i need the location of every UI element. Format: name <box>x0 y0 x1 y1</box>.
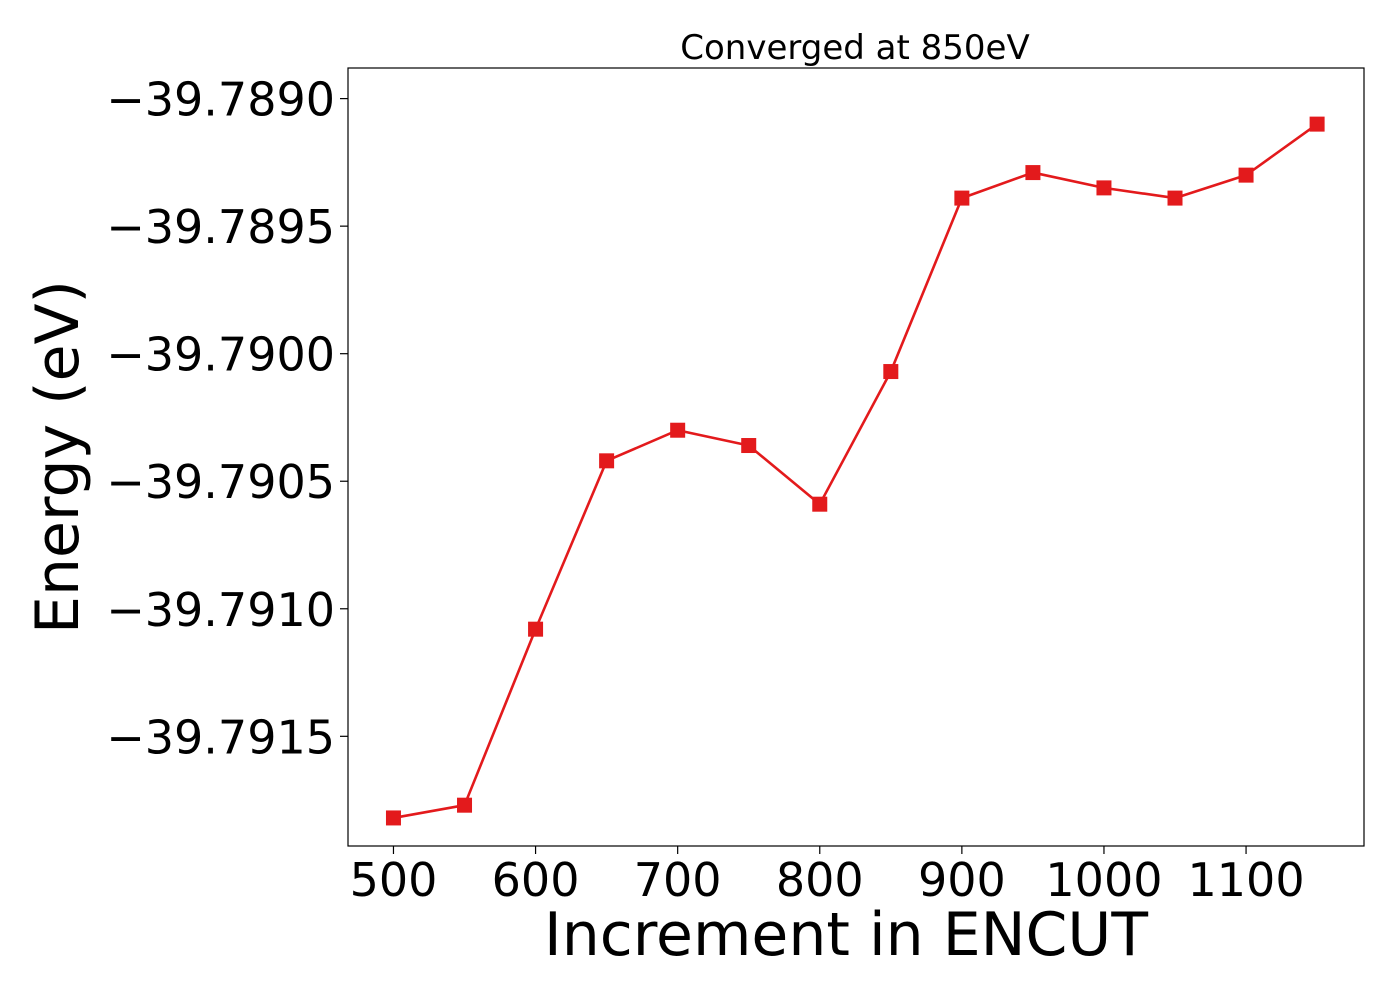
data-point <box>599 453 615 469</box>
data-point <box>1167 190 1183 206</box>
series-group <box>385 116 1325 826</box>
y-tick-label: −39.7905 <box>106 455 335 509</box>
y-tick-label: −39.7910 <box>106 583 335 637</box>
data-point <box>1096 180 1112 196</box>
plot-area <box>347 67 1365 847</box>
data-point <box>741 438 757 454</box>
x-tick-label: 1100 <box>1188 853 1305 907</box>
x-axis-ticks: 500 600 700 800 900 1000 1100 <box>350 846 1305 907</box>
y-tick-label: −39.7915 <box>106 710 335 764</box>
y-tick-label: −39.7900 <box>106 328 335 382</box>
data-point <box>1025 165 1041 181</box>
series-line <box>393 123 1318 820</box>
x-tick-label: 500 <box>350 853 438 907</box>
data-point <box>1309 116 1325 132</box>
y-tick-label: −39.7895 <box>106 200 335 254</box>
x-tick-label: 1000 <box>1045 853 1162 907</box>
data-point <box>528 621 544 637</box>
y-axis-label: Energy (eV) <box>23 280 93 634</box>
data-point <box>1238 167 1254 183</box>
chart-title: Converged at 850eV <box>680 28 1029 68</box>
data-point <box>385 810 401 826</box>
data-point <box>954 190 970 206</box>
x-tick-label: 800 <box>776 853 864 907</box>
data-point <box>670 422 686 438</box>
data-point <box>883 364 899 380</box>
data-point <box>457 797 473 813</box>
x-tick-label: 900 <box>918 853 1006 907</box>
y-tick-label: −39.7890 <box>106 73 335 127</box>
y-axis-ticks: −39.7915 −39.7910 −39.7905 −39.7900 −39.7895… <box>106 73 348 764</box>
x-axis-label: Increment in ENCUT <box>544 900 1148 970</box>
data-point <box>812 496 828 512</box>
x-tick-label: 600 <box>492 853 580 907</box>
x-tick-label: 700 <box>634 853 722 907</box>
